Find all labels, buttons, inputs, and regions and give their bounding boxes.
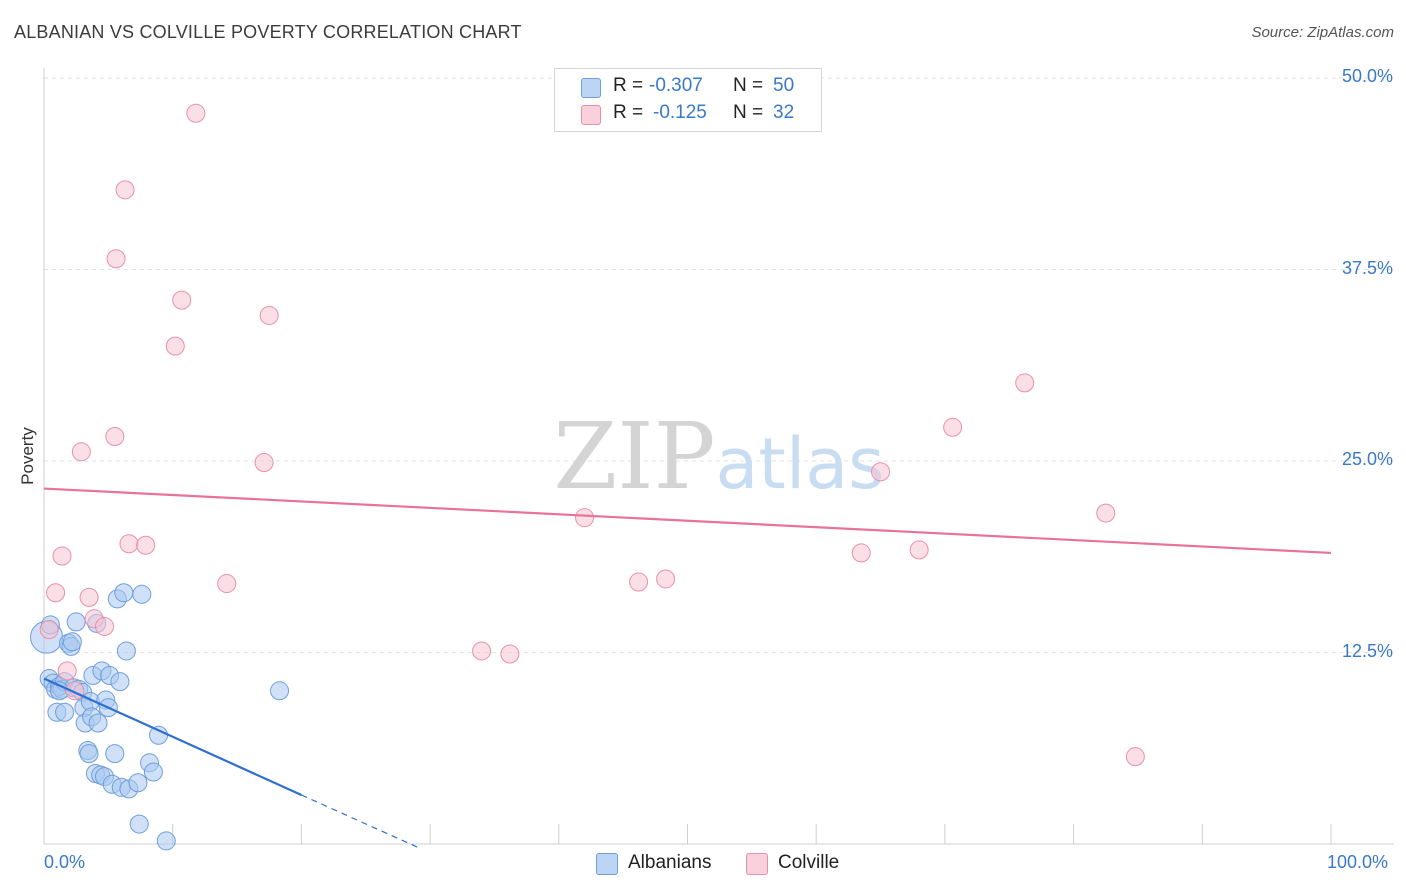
- legend-n-label: N =: [733, 102, 764, 123]
- albanians-trend-extension: [301, 794, 418, 848]
- colville-point: [165, 336, 185, 356]
- colville-point: [57, 661, 77, 681]
- grid-lines: [44, 77, 1394, 653]
- colville-point: [186, 103, 206, 123]
- colville-point: [115, 180, 135, 200]
- colville-point: [254, 453, 274, 473]
- albanians-point: [88, 713, 108, 733]
- legend-swatch-albanians: [596, 853, 618, 875]
- data-points: [30, 103, 1145, 851]
- colville-point: [79, 587, 99, 607]
- colville-point: [656, 569, 676, 589]
- legend-r-value: -0.125: [653, 102, 707, 123]
- colville-point: [217, 574, 237, 594]
- albanians-point: [132, 584, 152, 604]
- colville-point: [500, 644, 520, 664]
- chart-source: Source: ZipAtlas.com: [1251, 24, 1394, 41]
- watermark: ZIPatlas: [553, 403, 884, 510]
- colville-point: [39, 620, 59, 640]
- y-tick-label: 37.5%: [1341, 257, 1393, 278]
- legend-n-value: 50: [773, 75, 795, 96]
- albanians-point: [79, 744, 99, 764]
- y-tick-label: 50.0%: [1341, 66, 1393, 86]
- colville-point: [94, 616, 114, 636]
- albanians-point: [128, 773, 148, 793]
- albanians-point: [156, 831, 176, 851]
- colville-point: [136, 535, 156, 555]
- colville-point: [46, 583, 66, 603]
- legend-r-label: R =: [613, 75, 644, 96]
- colville-point: [472, 641, 492, 661]
- albanians-point: [143, 762, 163, 782]
- colville-point: [629, 572, 649, 592]
- albanians-point: [149, 725, 169, 745]
- legend-r-label: R =: [613, 102, 644, 123]
- legend-label-colville: Colville: [778, 852, 840, 873]
- colville-point: [106, 249, 126, 269]
- colville-point: [1096, 503, 1116, 523]
- albanians-point: [62, 632, 82, 652]
- colville-point: [172, 290, 192, 310]
- colville-point: [575, 508, 595, 528]
- albanians-trend-line: [43, 677, 302, 796]
- legend-swatch-pink: [581, 105, 601, 125]
- correlation-legend: R = -0.307 N = 50 R = -0.125 N = 32: [554, 68, 822, 132]
- legend-swatch-blue: [581, 78, 601, 98]
- legend-label-albanians: Albanians: [628, 852, 712, 873]
- albanians-point: [105, 744, 125, 764]
- albanians-point: [110, 672, 130, 692]
- albanians-point: [66, 612, 86, 632]
- legend-n-value: 32: [773, 102, 795, 123]
- legend-n-label: N =: [733, 75, 764, 96]
- albanians-point: [129, 814, 149, 834]
- albanians-point: [116, 641, 136, 661]
- chart-title: ALBANIAN VS COLVILLE POVERTY CORRELATION…: [14, 22, 522, 42]
- colville-point: [1015, 373, 1035, 393]
- colville-point: [851, 543, 871, 563]
- trend-lines: [43, 487, 1332, 848]
- y-tick-label: 25.0%: [1341, 449, 1393, 469]
- x-tick-label-min: 0.0%: [44, 852, 86, 872]
- colville-point: [943, 417, 963, 437]
- colville-point: [871, 462, 891, 482]
- colville-point: [105, 426, 125, 446]
- colville-point: [119, 534, 139, 554]
- albanians-point: [114, 583, 134, 603]
- x-tick-label-max: 100.0%: [1327, 852, 1389, 872]
- legend-swatch-colville: [746, 853, 768, 875]
- y-tick-label: 12.5%: [1341, 640, 1393, 661]
- colville-trend-line: [43, 487, 1332, 555]
- albanians-point: [270, 681, 290, 701]
- colville-point: [259, 305, 279, 325]
- colville-point: [909, 540, 929, 560]
- axes: [43, 68, 1394, 845]
- legend-r-value: -0.307: [649, 75, 703, 96]
- colville-point: [52, 546, 72, 566]
- colville-point: [1125, 747, 1145, 767]
- watermark-atlas: atlas: [716, 423, 885, 505]
- watermark-zip: ZIP: [553, 403, 715, 510]
- colville-point: [71, 442, 91, 462]
- albanians-point: [55, 702, 75, 722]
